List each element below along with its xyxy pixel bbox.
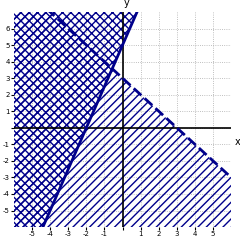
Y-axis label: y: y [124,0,130,8]
X-axis label: x: x [235,137,240,147]
